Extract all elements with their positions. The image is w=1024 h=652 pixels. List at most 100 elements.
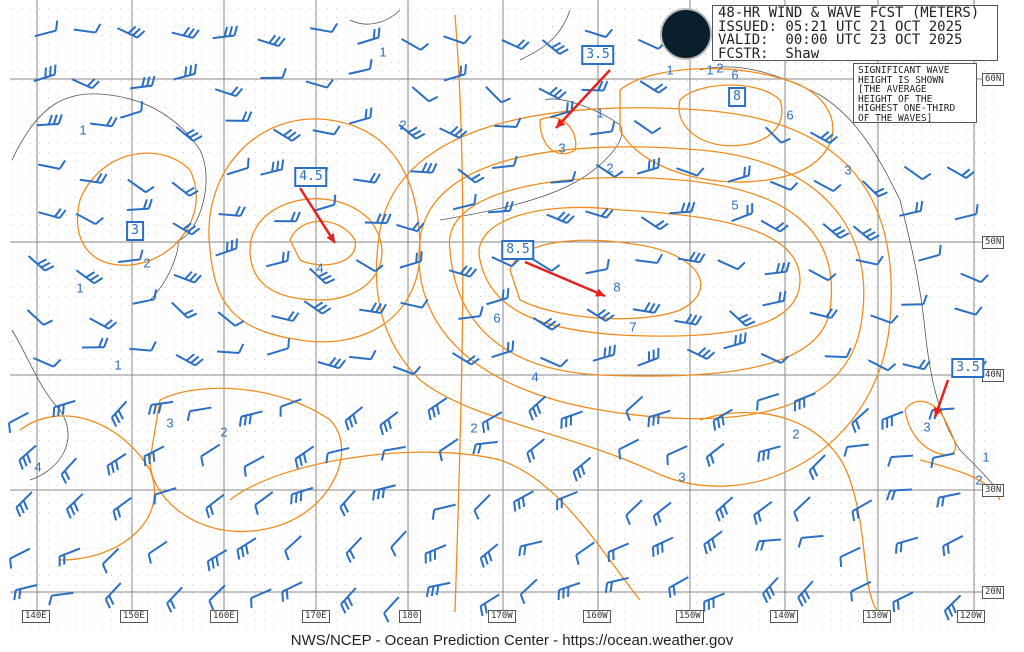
dot-grid: [84, 530, 85, 531]
dot-grid: [372, 125, 373, 126]
dot-grid: [120, 350, 121, 351]
dot-grid: [300, 440, 301, 441]
dot-grid: [426, 323, 427, 324]
dot-grid: [255, 35, 256, 36]
dot-grid: [192, 341, 193, 342]
dot-grid: [399, 458, 400, 459]
dot-grid: [552, 503, 553, 504]
dot-grid: [327, 476, 328, 477]
dot-grid: [102, 377, 103, 378]
dot-grid: [642, 386, 643, 387]
dot-grid: [219, 161, 220, 162]
dot-grid: [651, 62, 652, 63]
dot-grid: [435, 251, 436, 252]
dot-grid: [219, 548, 220, 549]
dot-grid: [345, 368, 346, 369]
dot-grid: [507, 359, 508, 360]
dot-grid: [111, 17, 112, 18]
dot-grid: [390, 206, 391, 207]
dot-grid: [336, 314, 337, 315]
dot-grid: [525, 341, 526, 342]
dot-grid: [111, 89, 112, 90]
dot-grid: [246, 134, 247, 135]
dot-grid: [516, 71, 517, 72]
dot-grid: [633, 431, 634, 432]
dot-grid: [30, 206, 31, 207]
dot-grid: [633, 629, 634, 630]
dot-grid: [642, 116, 643, 117]
dot-grid: [534, 530, 535, 531]
dot-grid: [390, 152, 391, 153]
dot-grid: [588, 323, 589, 324]
dot-grid: [570, 593, 571, 594]
dot-grid: [552, 431, 553, 432]
dot-grid: [201, 611, 202, 612]
dot-grid: [354, 98, 355, 99]
dot-grid: [39, 404, 40, 405]
dot-grid: [147, 341, 148, 342]
dot-grid: [219, 17, 220, 18]
dot-grid: [534, 548, 535, 549]
dot-grid: [192, 134, 193, 135]
dot-grid: [444, 26, 445, 27]
dot-grid: [561, 305, 562, 306]
dot-grid: [318, 593, 319, 594]
dot-grid: [201, 107, 202, 108]
dot-grid: [39, 323, 40, 324]
dot-grid: [84, 278, 85, 279]
dot-grid: [57, 44, 58, 45]
dot-grid: [561, 557, 562, 558]
dot-grid: [444, 116, 445, 117]
dot-grid: [291, 251, 292, 252]
dot-grid: [165, 449, 166, 450]
dot-grid: [534, 197, 535, 198]
dot-grid: [426, 629, 427, 630]
dot-grid: [93, 557, 94, 558]
dot-grid: [489, 233, 490, 234]
dot-grid: [507, 476, 508, 477]
dot-grid: [327, 404, 328, 405]
dot-grid: [12, 80, 13, 81]
dot-grid: [12, 440, 13, 441]
dot-grid: [336, 152, 337, 153]
dot-grid: [273, 116, 274, 117]
dot-grid: [561, 269, 562, 270]
dot-grid: [552, 602, 553, 603]
dot-grid: [75, 296, 76, 297]
dot-grid: [606, 386, 607, 387]
dot-grid: [219, 629, 220, 630]
dot-grid: [579, 35, 580, 36]
dot-grid: [156, 332, 157, 333]
dot-grid: [417, 305, 418, 306]
dot-grid: [444, 152, 445, 153]
dot-grid: [516, 80, 517, 81]
dot-grid: [147, 53, 148, 54]
dot-grid: [444, 431, 445, 432]
dot-grid: [516, 458, 517, 459]
dot-grid: [183, 269, 184, 270]
dot-grid: [264, 35, 265, 36]
dot-grid: [354, 593, 355, 594]
dot-grid: [156, 476, 157, 477]
dot-grid: [327, 557, 328, 558]
dot-grid: [291, 8, 292, 9]
dot-grid: [192, 485, 193, 486]
dot-grid: [228, 584, 229, 585]
dot-grid: [30, 323, 31, 324]
dot-grid: [165, 503, 166, 504]
dot-grid: [390, 458, 391, 459]
dot-grid: [381, 377, 382, 378]
dot-grid: [201, 485, 202, 486]
dot-grid: [345, 98, 346, 99]
dot-grid: [147, 260, 148, 261]
dot-grid: [399, 584, 400, 585]
dot-grid: [381, 620, 382, 621]
dot-grid: [30, 440, 31, 441]
dot-grid: [57, 89, 58, 90]
dot-grid: [606, 530, 607, 531]
dot-grid: [336, 116, 337, 117]
dot-grid: [363, 620, 364, 621]
dot-grid: [615, 494, 616, 495]
dot-grid: [426, 422, 427, 423]
dot-grid: [264, 98, 265, 99]
